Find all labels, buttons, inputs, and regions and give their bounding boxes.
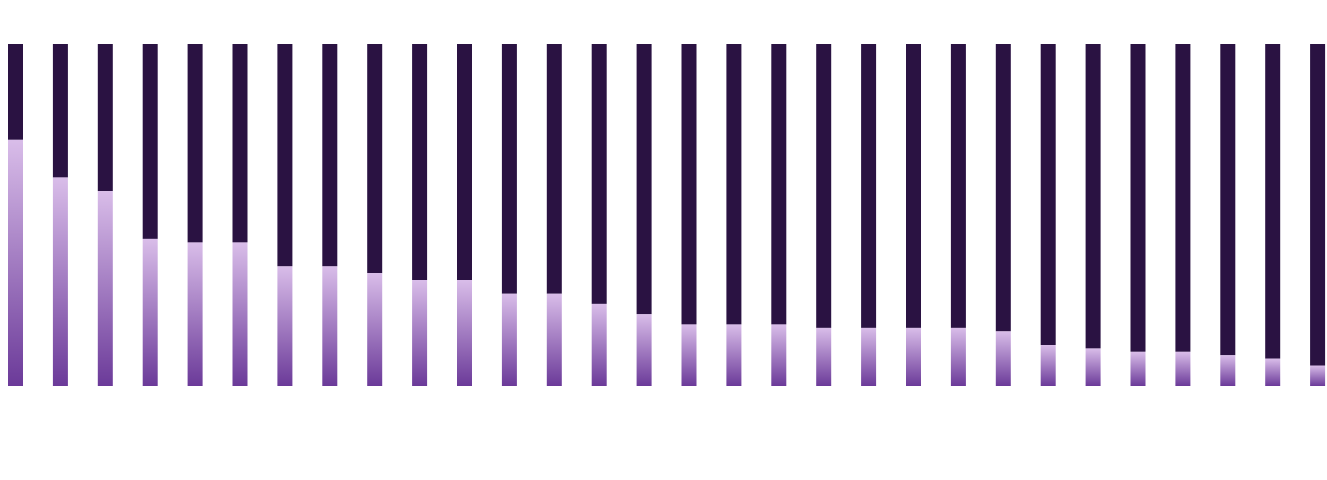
bar-value-segment [861,327,877,386]
bar-value-segment [726,324,742,386]
bar-value-segment [771,324,787,386]
bar-remainder-segment [1265,44,1281,359]
bar-remainder-segment [52,44,68,178]
bar-remainder-segment [1310,44,1326,366]
bar-value-segment [52,177,68,386]
bar-remainder-segment [322,44,338,267]
bar-remainder-segment [501,44,517,294]
bar-value-segment [591,303,607,386]
bar-value-segment [995,331,1011,386]
bar-remainder-segment [142,44,158,239]
bar-value-segment [1220,355,1236,386]
bar-remainder-segment [367,44,383,274]
bar-value-segment [1265,358,1281,386]
bar-remainder-segment [187,44,203,243]
bar-value-segment [1130,351,1146,386]
bar-remainder-segment [950,44,966,328]
bar-value-segment [1040,345,1056,386]
bar-value-segment [457,280,472,386]
bar-remainder-segment [681,44,697,325]
bar-remainder-segment [277,44,293,267]
bar-remainder-segment [8,44,23,140]
bar-remainder-segment [906,44,921,328]
bar-value-segment [97,191,113,386]
bar-value-segment [950,327,966,386]
bar-remainder-segment [97,44,113,192]
bar-remainder-segment [1040,44,1056,345]
bar-remainder-segment [1175,44,1191,352]
bar-value-segment [8,139,23,386]
bar-value-segment [1085,348,1101,386]
bar-value-segment [1175,351,1191,386]
bar-remainder-segment [995,44,1011,332]
bar-remainder-segment [232,44,248,243]
bar-value-segment [322,266,338,386]
bar-remainder-segment [1130,44,1146,352]
bar-remainder-segment [861,44,877,328]
bar-remainder-segment [1220,44,1236,356]
bar-value-segment [412,280,428,386]
bar-value-segment [816,327,832,386]
bar-remainder-segment [816,44,832,328]
bar-remainder-segment [457,44,472,280]
bar-remainder-segment [591,44,607,304]
bar-value-segment [501,293,517,386]
bar-value-segment [187,242,203,386]
bar-remainder-segment [412,44,428,280]
bar-remainder-segment [771,44,787,325]
bar-remainder-segment [546,44,562,294]
bar-value-segment [906,327,921,386]
bar-value-segment [142,238,158,386]
bar-value-segment [1310,365,1326,386]
bar-remainder-segment [726,44,742,325]
bar-value-segment [367,273,383,386]
bar-value-segment [232,242,248,386]
bar-value-segment [681,324,697,386]
bar-value-segment [546,293,562,386]
bar-remainder-segment [636,44,652,315]
bar-value-segment [636,314,652,386]
bar-group [8,44,1326,386]
bar-remainder-segment [1085,44,1101,349]
bar-value-segment [277,266,293,386]
